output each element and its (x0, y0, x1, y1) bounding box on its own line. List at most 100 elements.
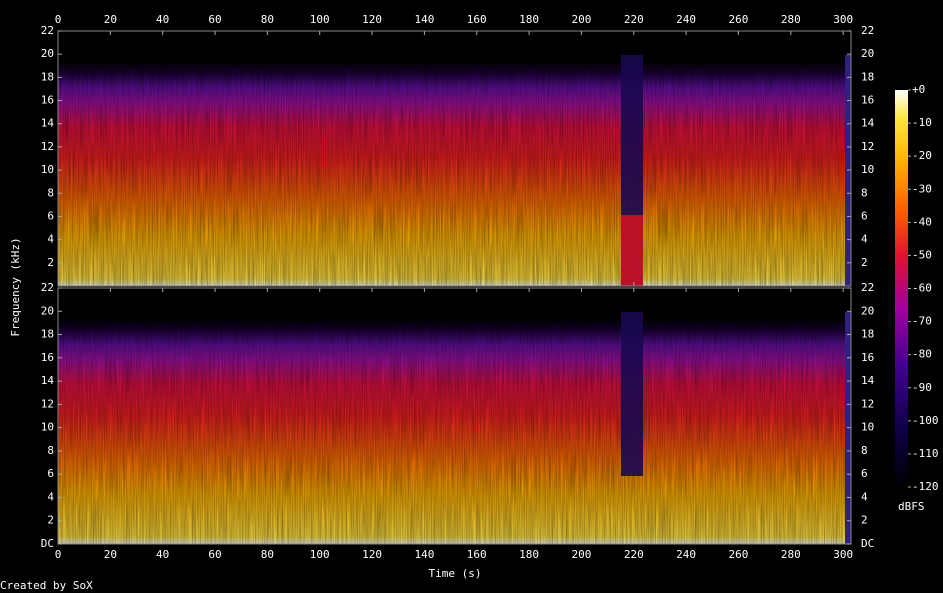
x-tick-label: 100 (310, 548, 330, 561)
y-tick-label: 8 (47, 186, 54, 199)
x-tick-label-top: 100 (310, 13, 330, 26)
y-tick-label-right: 4 (861, 490, 868, 503)
y-tick-label-right: 20 (861, 304, 874, 317)
y-tick-label-right: 18 (861, 70, 874, 83)
colorbar-tick-label: -90 (912, 381, 932, 394)
x-tick-label: 240 (676, 548, 696, 561)
y-tick-label: 6 (47, 209, 54, 222)
x-tick-label-top: 200 (571, 13, 591, 26)
x-axis-label: Time (s) (429, 567, 482, 580)
y-tick-label: 20 (41, 304, 54, 317)
y-tick-label-right: 16 (861, 94, 874, 107)
x-tick-label-top: 0 (55, 13, 62, 26)
x-tick-label-top: 40 (156, 13, 169, 26)
x-tick-label: 300 (833, 548, 853, 561)
x-tick-label-top: 120 (362, 13, 382, 26)
y-tick-label-right: 12 (861, 140, 874, 153)
y-tick-label: 16 (41, 351, 54, 364)
y-tick-label-right: DC (861, 537, 874, 550)
y-tick-label-right: 2 (861, 256, 868, 269)
x-tick-label-top: 60 (208, 13, 221, 26)
colorbar-tick-label: -50 (912, 248, 932, 261)
y-tick-label: 2 (47, 256, 54, 269)
x-tick-label: 160 (467, 548, 487, 561)
colorbar-tick-label: -100 (912, 414, 939, 427)
x-tick-label: 60 (208, 548, 221, 561)
x-tick-label-top: 300 (833, 13, 853, 26)
y-tick-label: 8 (47, 444, 54, 457)
y-tick-label-right: 20 (861, 47, 874, 60)
y-tick-label: 10 (41, 163, 54, 176)
x-tick-label: 120 (362, 548, 382, 561)
colorbar-tick-label: -40 (912, 215, 932, 228)
panel-frame (57, 30, 852, 287)
y-tick-label: 4 (47, 233, 54, 246)
y-tick-label: 4 (47, 490, 54, 503)
x-tick-label-top: 260 (729, 13, 749, 26)
y-tick-label-right: 22 (861, 24, 874, 37)
y-tick-label-right: 2 (861, 514, 868, 527)
y-tick-label-right: 6 (861, 209, 868, 222)
y-tick-label-right: 22 (861, 281, 874, 294)
y-tick-label-right: 12 (861, 397, 874, 410)
y-tick-label: 2 (47, 514, 54, 527)
y-tick-label: 18 (41, 328, 54, 341)
x-tick-label: 220 (624, 548, 644, 561)
x-tick-label: 260 (729, 548, 749, 561)
y-tick-label-right: 10 (861, 421, 874, 434)
y-tick-label-right: 14 (861, 374, 875, 387)
x-tick-label: 200 (571, 548, 591, 561)
y-tick-label-right: 14 (861, 117, 875, 130)
y-tick-label: 22 (41, 24, 54, 37)
x-tick-label-top: 220 (624, 13, 644, 26)
y-tick-label-right: 16 (861, 351, 874, 364)
colorbar-tick-label: -120 (912, 480, 939, 493)
x-tick-label-top: 180 (519, 13, 539, 26)
y-tick-label: DC (41, 537, 54, 550)
y-tick-label-right: 4 (861, 233, 868, 246)
x-tick-label-top: 160 (467, 13, 487, 26)
x-tick-label: 280 (781, 548, 801, 561)
colorbar (895, 90, 908, 487)
y-tick-label: 10 (41, 421, 54, 434)
y-tick-label: 18 (41, 70, 54, 83)
colorbar-tick-label: -60 (912, 282, 932, 295)
colorbar-tick-label: -10 (912, 116, 932, 129)
x-tick-label: 20 (104, 548, 117, 561)
x-tick-label-top: 80 (261, 13, 274, 26)
x-tick-label: 40 (156, 548, 169, 561)
colorbar-tick-label: +0 (912, 83, 925, 96)
colorbar-tick-label: -30 (912, 182, 932, 195)
y-tick-label: 22 (41, 281, 54, 294)
footer: Created by SoX (0, 579, 93, 592)
x-tick-label: 180 (519, 548, 539, 561)
x-tick-label-top: 20 (104, 13, 117, 26)
x-tick-label: 80 (261, 548, 274, 561)
colorbar-tick-label: -80 (912, 348, 932, 361)
y-tick-label-right: 10 (861, 163, 874, 176)
x-tick-label-top: 140 (414, 13, 434, 26)
y-tick-label: 12 (41, 140, 54, 153)
x-tick-label: 0 (55, 548, 62, 561)
colorbar-tick-label: -110 (912, 447, 939, 460)
y-tick-label-right: 6 (861, 467, 868, 480)
y-axis-label: Frequency (kHz) (9, 237, 22, 336)
colorbar-label: dBFS (898, 500, 925, 513)
y-tick-label-right: 18 (861, 328, 874, 341)
y-tick-label-right: 8 (861, 444, 868, 457)
y-tick-label: 16 (41, 94, 54, 107)
y-tick-label: 14 (41, 117, 55, 130)
y-tick-label-right: 8 (861, 186, 868, 199)
y-tick-label: 14 (41, 374, 55, 387)
colorbar-tick-label: -20 (912, 149, 932, 162)
y-tick-label: 12 (41, 397, 54, 410)
y-tick-label: 20 (41, 47, 54, 60)
x-tick-label-top: 280 (781, 13, 801, 26)
colorbar-tick-label: -70 (912, 315, 932, 328)
panel-frame (57, 287, 852, 545)
x-tick-label: 140 (414, 548, 434, 561)
y-tick-label: 6 (47, 467, 54, 480)
spectrogram-bottom (58, 288, 851, 544)
